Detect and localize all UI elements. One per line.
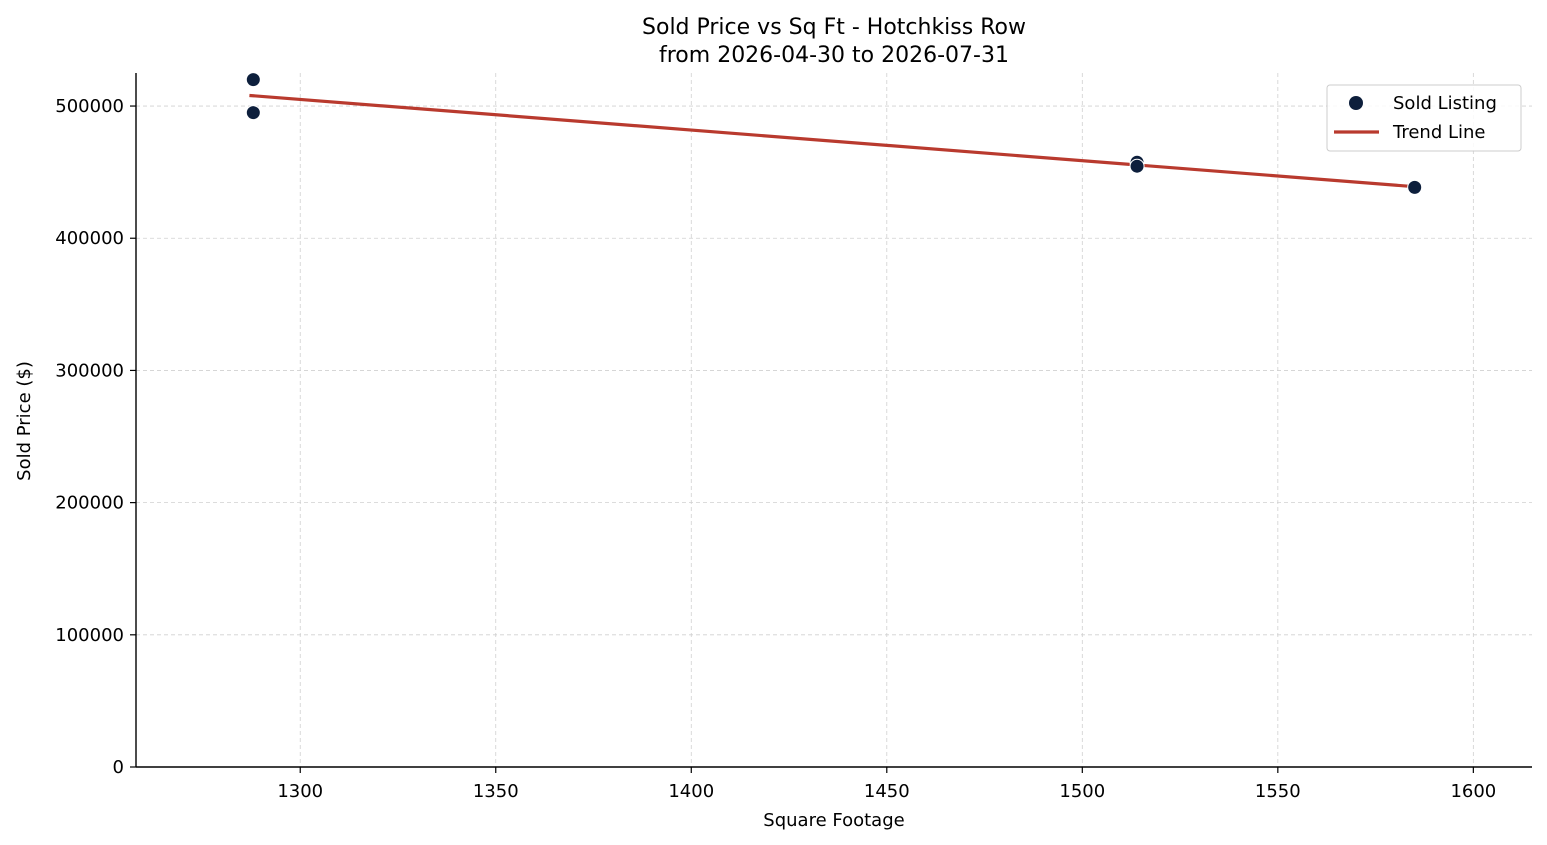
legend-scatter-marker-icon [1349,96,1363,110]
legend-label-sold-listing: Sold Listing [1393,93,1497,114]
chart-title: Sold Price vs Sq Ft - Hotchkiss Row [642,15,1026,40]
scatter-point [1407,179,1423,195]
x-axis-ticks: 1300 1350 1400 1450 1500 1550 1600 [277,767,1496,802]
y-tick-label: 400000 [55,228,124,249]
x-tick-label: 1500 [1059,781,1105,802]
scatter-point [245,105,261,121]
x-tick-label: 1450 [864,781,910,802]
legend: Sold Listing Trend Line [1326,84,1522,152]
legend-frame [1326,84,1522,152]
axes [135,73,1532,768]
scatter-points-layer [245,72,1423,195]
x-tick-label: 1350 [473,781,519,802]
y-tick-label: 0 [113,757,124,778]
scatter-point [245,72,261,88]
y-tick-label: 100000 [55,625,124,646]
x-tick-label: 1300 [277,781,323,802]
x-tick-label: 1600 [1450,781,1496,802]
trend-line-layer [249,93,1415,189]
scatter-point [1129,158,1145,174]
grid [136,73,1532,767]
x-tick-label: 1550 [1255,781,1301,802]
y-axis-ticks: 0 100000 200000 300000 400000 500000 [55,96,136,778]
x-tick-label: 1400 [668,781,714,802]
legend-label-trend-line: Trend Line [1392,122,1486,143]
y-tick-label: 200000 [55,493,124,514]
x-axis-label: Square Footage [763,810,904,831]
y-tick-label: 500000 [55,96,124,117]
y-axis-label: Sold Price ($) [14,361,35,481]
chart-subtitle: from 2026-04-30 to 2026-07-31 [659,43,1009,68]
trend-line [249,93,1415,189]
y-tick-label: 300000 [55,360,124,381]
